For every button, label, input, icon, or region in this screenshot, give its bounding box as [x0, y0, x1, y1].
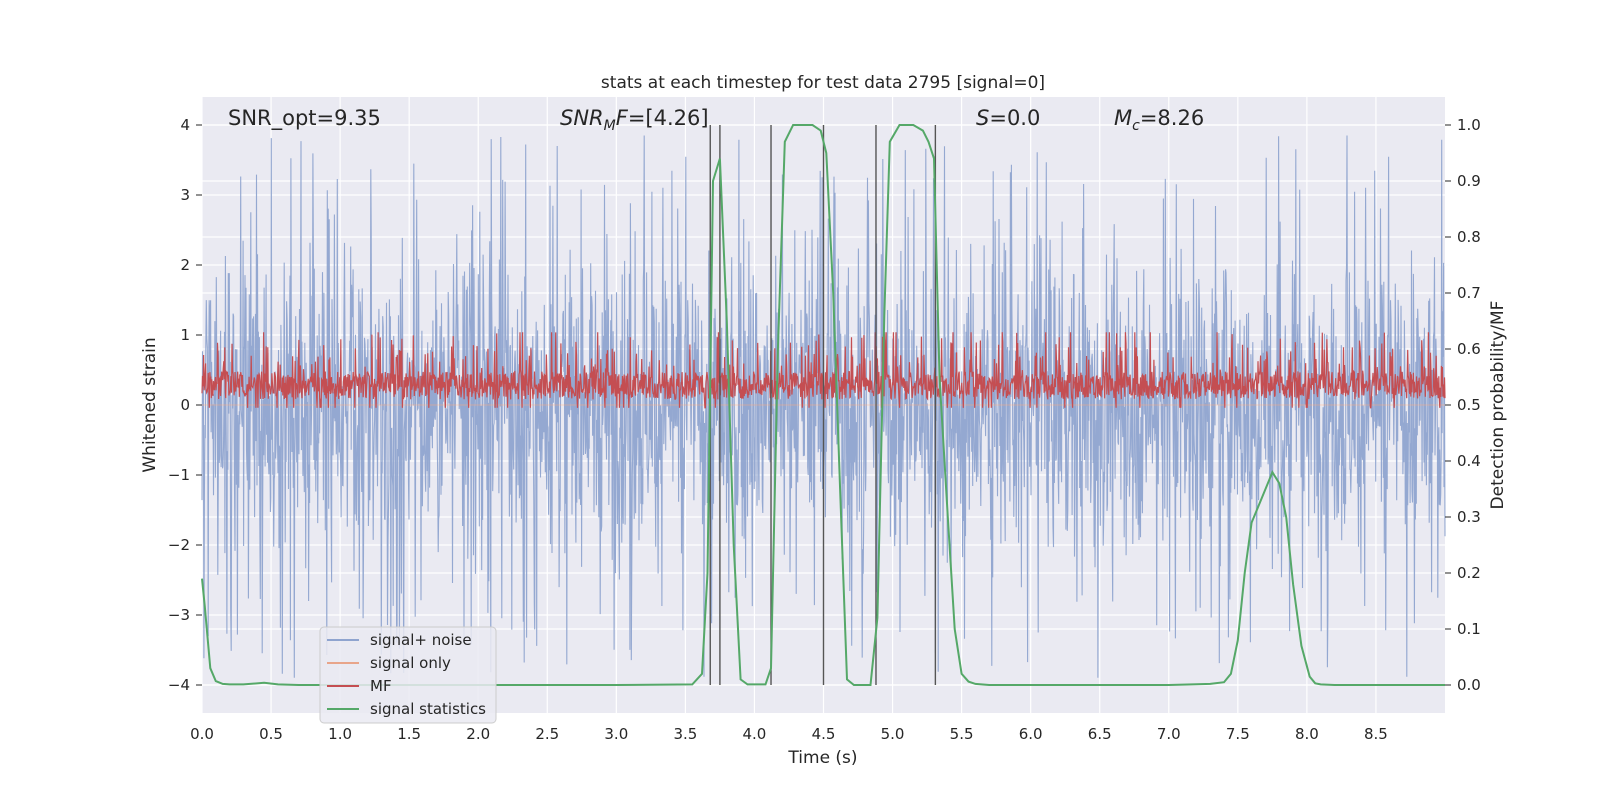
x-tick-label: 8.5 — [1364, 725, 1388, 743]
y2-tick-label: 0.7 — [1457, 284, 1481, 302]
legend: signal+ noise signal only MF signal stat… — [319, 626, 497, 724]
x-tick-label: 1.5 — [397, 725, 421, 743]
legend-label-signal-only: signal only — [370, 654, 451, 672]
y2-tick-label: 0.1 — [1457, 620, 1481, 638]
signal-statistics-line — [201, 124, 1445, 686]
y-tick-label: −2 — [168, 536, 190, 554]
y-tick-label: 3 — [180, 186, 190, 204]
x-tick-label: 7.5 — [1226, 725, 1250, 743]
y2-tick-label: 0.4 — [1457, 452, 1481, 470]
x-axis-ticks: 0.0 0.5 1.0 1.5 2.0 2.5 3.0 3.5 4.0 4.5 5.0 5.5 6.0 6… — [190, 725, 1388, 743]
y-axis-ticks: 4 3 2 1 0 −1 −2 −3 −4 — [168, 116, 202, 694]
y-tick-label: −4 — [168, 676, 190, 694]
y2-tick-label: 1.0 — [1457, 116, 1481, 134]
y-tick-label: 4 — [180, 116, 190, 134]
y-tick-label: −3 — [168, 606, 190, 624]
x-tick-label: 6.5 — [1088, 725, 1112, 743]
y2-tick-label: 0.3 — [1457, 508, 1481, 526]
x-tick-label: 0.0 — [190, 725, 214, 743]
legend-label-signal-statistics: signal statistics — [370, 700, 486, 718]
y-tick-label: 1 — [180, 326, 190, 344]
x-tick-label: 5.5 — [950, 725, 974, 743]
y-tick-label: 2 — [180, 256, 190, 274]
chart-title: stats at each timestep for test data 279… — [601, 73, 1045, 93]
x-axis-label: Time (s) — [787, 748, 857, 768]
legend-label-signal-noise: signal+ noise — [370, 631, 472, 649]
y2-tick-label: 0.6 — [1457, 340, 1481, 358]
x-tick-label: 1.0 — [328, 725, 352, 743]
x-tick-label: 4.0 — [743, 725, 767, 743]
y-axis-label: Whitened strain — [140, 337, 160, 472]
x-tick-label: 3.0 — [604, 725, 628, 743]
annotation-mc: Mc=8.26 — [1114, 106, 1204, 134]
x-tick-label: 4.5 — [812, 725, 836, 743]
y2-tick-label: 0.5 — [1457, 396, 1481, 414]
legend-label-mf: MF — [370, 677, 392, 695]
y2-tick-label: 0.8 — [1457, 228, 1481, 246]
x-tick-label: 3.5 — [673, 725, 697, 743]
x-tick-label: 7.0 — [1157, 725, 1181, 743]
y-tick-label: −1 — [168, 466, 190, 484]
x-tick-label: 8.0 — [1295, 725, 1319, 743]
y-tick-label: 0 — [180, 396, 190, 414]
x-tick-label: 5.0 — [881, 725, 905, 743]
x-tick-label: 2.5 — [535, 725, 559, 743]
x-tick-label: 0.5 — [259, 725, 283, 743]
annotation-s: S=0.0 — [976, 106, 1040, 130]
legend-frame — [319, 626, 497, 724]
signal-statistics-series — [201, 124, 1445, 686]
y2-axis-label: Detection probability/MF — [1488, 301, 1508, 510]
y2-axis-ticks: 1.0 0.9 0.8 0.7 0.6 0.5 0.4 0.3 0.2 0.1 0.0 — [1445, 116, 1481, 694]
y2-tick-label: 0.9 — [1457, 172, 1481, 190]
x-tick-label: 6.0 — [1019, 725, 1043, 743]
x-tick-label: 2.0 — [466, 725, 490, 743]
y2-tick-label: 0.0 — [1457, 676, 1481, 694]
annotation-snr-opt: SNR_opt=9.35 — [228, 106, 381, 131]
annotation-snr-mf: SNRMF=[4.26] — [560, 106, 709, 134]
y2-tick-label: 0.2 — [1457, 564, 1481, 582]
